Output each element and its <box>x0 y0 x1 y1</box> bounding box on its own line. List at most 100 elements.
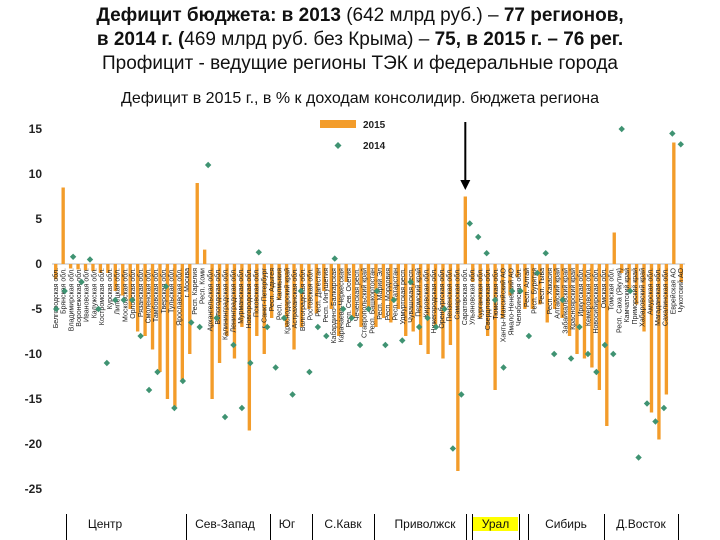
y-tick-label: -25 <box>25 482 43 496</box>
bar-2015 <box>597 264 602 390</box>
region-label: Респ. Адыгея <box>269 268 276 312</box>
marker-2014 <box>593 368 600 376</box>
marker-2014 <box>466 220 473 227</box>
bar-2015 <box>61 187 65 264</box>
bar-2015 <box>538 264 542 305</box>
bar-2015 <box>530 264 535 309</box>
marker-2014 <box>399 337 406 344</box>
marker-2014 <box>289 391 296 398</box>
region-label: Новосибирская обл. <box>592 268 600 334</box>
region-label: Белгородская обл. <box>52 268 60 328</box>
bar-2015 <box>627 264 631 291</box>
region-label: Красноярский край <box>569 268 577 330</box>
bar-2015 <box>76 264 80 270</box>
bar-2015 <box>515 264 520 278</box>
district-label: Сибирь <box>545 517 587 531</box>
marker-2014 <box>238 404 246 412</box>
title-line-1: Дефицит бюджета: в 2013 (642 млрд руб.) … <box>0 4 720 28</box>
district-separator <box>528 514 529 540</box>
y-tick-label: 5 <box>35 212 42 226</box>
region-label: Калужская обл. <box>90 268 98 318</box>
marker-2014 <box>255 249 262 256</box>
region-label: Тульская обл. <box>168 268 176 313</box>
bar-2015 <box>575 264 579 354</box>
marker-2014 <box>517 287 524 295</box>
marker-2014 <box>601 341 609 349</box>
marker-2014 <box>272 364 279 371</box>
bar-2015 <box>471 264 475 282</box>
region-label: г. Москва <box>184 268 191 298</box>
marker-2014 <box>162 283 170 290</box>
marker-2014 <box>154 368 161 376</box>
bar-2015 <box>262 264 266 354</box>
title-part: в 2014 г. ( <box>96 29 185 50</box>
marker-2014 <box>365 305 372 313</box>
bar-2015 <box>433 264 438 327</box>
region-label: Ульяновская обл. <box>469 268 477 325</box>
bar-2015 <box>374 264 378 327</box>
marker-2014 <box>323 332 330 340</box>
legend-swatch-2014 <box>334 142 342 149</box>
region-label: Астраханская обл. <box>291 268 299 328</box>
marker-2014 <box>86 256 94 263</box>
region-label: Рязанская обл. <box>137 268 145 317</box>
bar-2015 <box>612 232 616 264</box>
bar-2015 <box>143 264 147 336</box>
region-label: Амурская обл. <box>646 268 654 315</box>
region-label: Респ. Татарстан <box>393 268 400 321</box>
district-label: Сев-Запад <box>195 517 255 531</box>
region-label: Смоленская обл. <box>144 268 152 323</box>
region-label: Магаданская обл. <box>654 268 662 326</box>
region-label: Волгоградская обл. <box>299 268 307 331</box>
district-separator <box>519 514 520 540</box>
marker-2014 <box>390 296 398 304</box>
bar-2015 <box>299 264 304 327</box>
marker-2014 <box>78 278 85 286</box>
region-label: Архангельская обл. <box>206 268 214 331</box>
region-label: Респ. Коми <box>200 268 207 304</box>
bar-2015 <box>54 264 58 280</box>
region-label: Забайкальский край <box>561 268 569 334</box>
region-label: Кабардино-Балкарская <box>330 268 338 344</box>
region-label: Челябинская обл. <box>515 268 523 326</box>
bar-2015 <box>337 264 341 336</box>
bar-2015 <box>411 264 415 332</box>
bar-2015 <box>426 264 430 354</box>
region-label: Камчатский край <box>623 268 631 322</box>
marker-2014 <box>500 364 507 371</box>
region-label: Мурманская обл. <box>237 268 245 324</box>
title-part: 77 регионов, <box>503 5 624 26</box>
region-label: Липецкая обл. <box>114 268 122 315</box>
region-label: Саратовская обл. <box>461 268 469 325</box>
marker-2014 <box>635 454 642 461</box>
bar-2015 <box>225 264 229 336</box>
title-part: 75, в 2015 г. – 76 рег. <box>434 29 624 50</box>
bar-2015 <box>188 264 192 354</box>
region-label: Московская обл. <box>121 268 129 322</box>
y-tick-label: -15 <box>25 392 43 406</box>
bar-2015 <box>314 264 319 314</box>
region-label: Тамбовская обл. <box>152 268 160 322</box>
region-label: г. Санкт-Петербург <box>260 268 268 329</box>
bar-2015 <box>113 264 117 291</box>
marker-2014 <box>280 314 288 322</box>
title-part: (642 млрд руб.) – <box>346 5 504 26</box>
marker-2014 <box>542 250 549 257</box>
region-label: Костромская обл. <box>98 268 106 325</box>
bar-2015 <box>500 264 505 318</box>
region-label: Респ. Саха (Якутия) <box>616 268 623 333</box>
district-label: Юг <box>278 517 296 531</box>
marker-2014 <box>137 332 144 340</box>
bar-2015 <box>121 264 125 296</box>
title-line-2: в 2014 г. (469 млрд руб. без Крыма) – 75… <box>0 28 720 52</box>
region-label: Респ. Бурятия <box>531 268 538 314</box>
region-label: Новгородская обл. <box>245 268 253 329</box>
marker-2014 <box>483 250 490 257</box>
title-part: 469 млрд руб. без Крыма) – <box>184 29 435 50</box>
bar-2015 <box>150 264 155 350</box>
y-tick-label: 15 <box>29 122 43 136</box>
marker-2014 <box>120 296 127 304</box>
marker-2014 <box>373 287 381 295</box>
region-label: Сахалинская обл. <box>662 268 670 326</box>
